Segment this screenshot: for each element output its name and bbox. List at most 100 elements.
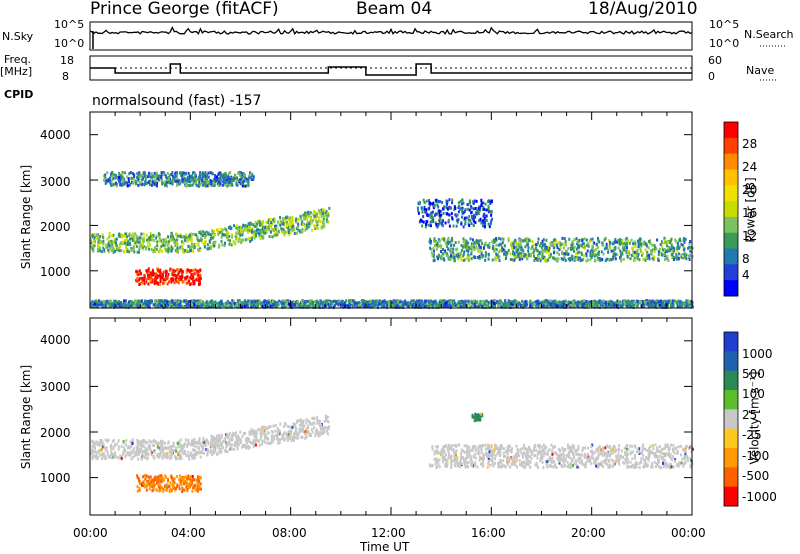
power-cell bbox=[214, 240, 217, 244]
power-cell bbox=[158, 233, 161, 236]
power-cell bbox=[513, 302, 516, 306]
power-cell bbox=[197, 300, 200, 304]
power-cell bbox=[544, 257, 547, 261]
power-cell bbox=[635, 299, 638, 303]
power-cell bbox=[492, 238, 495, 242]
power-cell bbox=[458, 204, 461, 208]
power-cell bbox=[108, 302, 111, 306]
power-cell bbox=[539, 301, 542, 305]
power-cell bbox=[294, 303, 296, 307]
power-cell bbox=[143, 277, 146, 281]
power-cell bbox=[294, 300, 297, 304]
power-cell bbox=[226, 305, 228, 309]
power-cell bbox=[112, 250, 115, 254]
power-cell bbox=[118, 175, 121, 179]
power-cell bbox=[684, 255, 687, 259]
power-cell bbox=[648, 304, 651, 308]
power-cell bbox=[633, 240, 636, 244]
power-cell bbox=[229, 183, 231, 187]
power-cell bbox=[241, 172, 244, 176]
power-cell bbox=[583, 237, 586, 241]
power-cell bbox=[387, 304, 390, 308]
power-cell bbox=[162, 274, 165, 278]
power-cell bbox=[433, 304, 436, 308]
power-cell bbox=[577, 239, 580, 243]
power-cell bbox=[435, 223, 438, 227]
power-cell bbox=[308, 211, 311, 214]
power-cell bbox=[248, 223, 251, 227]
power-cell bbox=[240, 240, 243, 244]
power-cell bbox=[128, 180, 130, 183]
power-cell bbox=[153, 171, 156, 175]
power-cell bbox=[690, 299, 693, 303]
power-cell bbox=[96, 304, 99, 308]
power-cell bbox=[473, 241, 476, 244]
power-cell bbox=[310, 221, 313, 225]
nsky-panel-frame bbox=[89, 21, 693, 51]
power-cell bbox=[480, 204, 483, 207]
power-cell bbox=[450, 248, 453, 252]
power-cell bbox=[139, 238, 141, 242]
power-cell bbox=[198, 178, 201, 182]
power-cell bbox=[494, 299, 497, 303]
power-cell bbox=[230, 304, 233, 308]
power-cell bbox=[193, 232, 196, 236]
power-cell bbox=[226, 237, 229, 241]
power-cell bbox=[614, 247, 617, 251]
power-cell bbox=[441, 200, 444, 204]
power-cell bbox=[323, 213, 326, 217]
power-cell bbox=[399, 305, 402, 309]
power-cell bbox=[680, 253, 683, 257]
power-cell bbox=[256, 222, 259, 226]
power-cell bbox=[131, 236, 134, 240]
power-cell bbox=[562, 303, 565, 307]
power-cell bbox=[113, 238, 116, 241]
power-cell bbox=[460, 305, 463, 308]
power-cell bbox=[238, 300, 241, 304]
power-cell bbox=[529, 304, 532, 308]
power-cell bbox=[476, 241, 479, 245]
power-cell bbox=[189, 184, 192, 187]
power-cell bbox=[317, 300, 320, 304]
power-cell bbox=[141, 281, 144, 285]
power-cell bbox=[143, 304, 146, 308]
power-cell bbox=[462, 211, 465, 215]
power-cell bbox=[356, 301, 359, 305]
power-cell bbox=[464, 258, 467, 262]
power-cell bbox=[178, 179, 181, 183]
power-cell bbox=[190, 273, 193, 276]
power-cell bbox=[569, 256, 572, 260]
power-cell bbox=[287, 231, 290, 235]
power-cell bbox=[484, 241, 487, 245]
power-cell bbox=[453, 205, 456, 209]
power-cell bbox=[433, 249, 435, 253]
power-cell bbox=[485, 218, 488, 222]
power-cell bbox=[417, 209, 420, 213]
power-cell bbox=[585, 303, 588, 307]
power-cell bbox=[467, 218, 470, 222]
power-cell bbox=[324, 211, 327, 215]
power-cell bbox=[290, 302, 293, 306]
power-cell bbox=[322, 208, 325, 212]
power-cell bbox=[142, 175, 145, 179]
power-cell bbox=[245, 303, 248, 307]
power-cell bbox=[598, 256, 601, 260]
power-cell bbox=[369, 300, 372, 304]
power-cell bbox=[117, 305, 120, 309]
power-cell bbox=[238, 230, 241, 234]
power-cell bbox=[607, 250, 610, 254]
power-cell bbox=[421, 219, 424, 223]
power-cell bbox=[301, 302, 304, 306]
power-cell bbox=[637, 241, 640, 245]
nave-label: Nave bbox=[746, 64, 775, 77]
power-cell bbox=[287, 228, 290, 231]
power-cell bbox=[519, 246, 522, 250]
power-cell bbox=[541, 252, 544, 256]
power-cell bbox=[150, 238, 153, 242]
power-cell bbox=[664, 300, 667, 304]
power-cell bbox=[474, 215, 477, 219]
cpid-label: CPID bbox=[4, 88, 34, 101]
power-cell bbox=[358, 303, 360, 307]
power-cbar-tick: 16 bbox=[742, 206, 758, 220]
power-cell bbox=[193, 243, 196, 246]
